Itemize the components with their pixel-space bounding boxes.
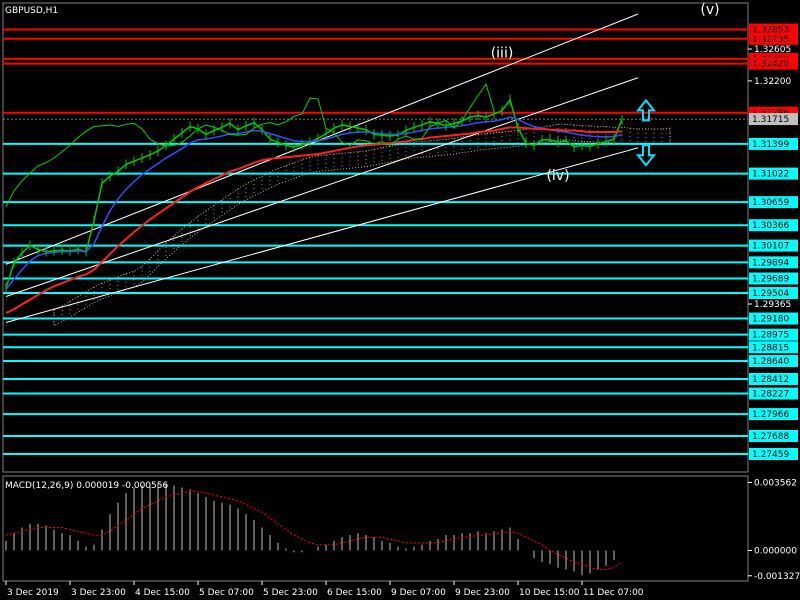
support-level-label: 1.28815 <box>752 343 789 353</box>
macd-signal-line <box>5 490 623 571</box>
current-price-label: 1.31715 <box>752 115 789 125</box>
macd-tick-label: 0.000000 <box>754 546 797 556</box>
support-level-tag <box>749 408 798 421</box>
wave-label: (v) <box>700 2 719 18</box>
channel-line <box>5 147 639 323</box>
support-level-tag <box>749 447 798 460</box>
wave-label: (iv) <box>546 168 569 184</box>
support-level-label: 1.29504 <box>752 289 789 299</box>
support-level-tag <box>749 355 798 368</box>
price-line <box>5 98 623 289</box>
support-level-label: 1.27688 <box>752 432 789 442</box>
support-level-tag <box>749 137 798 150</box>
macd-pane: 0.003562 0.000000 -0.001327 <box>2 475 800 582</box>
support-level-label: 1.29180 <box>752 315 789 325</box>
support-level-tag <box>749 287 798 300</box>
resistance-level-label: 1.32853 <box>752 26 789 36</box>
level-lines <box>3 28 748 455</box>
channel-line <box>5 13 639 265</box>
support-level-label: 1.28975 <box>752 331 789 341</box>
support-level-tag <box>749 372 798 385</box>
arrow-down-icon <box>635 144 657 167</box>
price-pane <box>2 2 749 473</box>
support-level-tag <box>749 167 798 180</box>
macd-tick-label: 0.003562 <box>754 478 797 488</box>
macd-tick-label: -0.001327 <box>754 572 800 582</box>
time-tick-label: 4 Dec 15:00 <box>135 588 190 598</box>
price-pane-border <box>2 2 749 473</box>
support-level-tag <box>749 239 798 252</box>
support-level-tag <box>749 387 798 400</box>
time-tick-label: 11 Dec 07:00 <box>583 588 644 598</box>
time-tick-label: 10 Dec 15:00 <box>519 588 580 598</box>
time-tick-label: 9 Dec 07:00 <box>391 588 446 598</box>
ma_fast-line <box>5 116 623 290</box>
time-tick-label: 5 Dec 07:00 <box>199 588 254 598</box>
support-level-tag <box>749 312 798 325</box>
support-level-tag <box>749 341 798 354</box>
support-level-tag <box>749 272 798 285</box>
support-level-tag <box>749 328 798 341</box>
support-level-tag <box>749 196 798 209</box>
support-level-label: 1.29689 <box>752 274 789 284</box>
price-tick-label: 1.32605 <box>754 45 791 55</box>
price-tick-label: 1.29365 <box>754 300 791 310</box>
time-tick-label: 3 Dec 2019 <box>7 588 59 598</box>
support-level-tag <box>749 429 798 442</box>
macd-title: MACD(12,26,9) 0.000019 -0.000556 <box>5 481 168 491</box>
channel-line <box>5 77 639 297</box>
support-level-label: 1.30366 <box>752 221 789 231</box>
current-price-tag <box>749 113 798 126</box>
support-level-label: 1.31022 <box>752 170 789 180</box>
support-level-label: 1.30107 <box>752 242 789 252</box>
resistance-level-label: 1.32735 <box>752 35 789 45</box>
support-level-label: 1.31399 <box>752 140 789 150</box>
price-tick-label: 1.32200 <box>754 77 791 87</box>
time-tick-label: 6 Dec 15:00 <box>327 588 382 598</box>
resistance-level-tag <box>749 23 798 36</box>
resistance-level-tag <box>749 32 798 45</box>
time-tick-label: 5 Dec 23:00 <box>263 588 318 598</box>
price-lines <box>5 13 639 323</box>
support-level-tag <box>749 256 798 269</box>
resistance-level-tag <box>749 57 798 70</box>
support-level-label: 1.27966 <box>752 410 789 420</box>
macd-pane-border <box>2 475 749 582</box>
ma_slow-line <box>5 126 623 314</box>
support-level-label: 1.30659 <box>752 198 789 208</box>
chikou-line <box>5 82 495 208</box>
wave-label: (iii) <box>491 45 514 61</box>
time-tick-label: 9 Dec 23:00 <box>455 588 510 598</box>
support-level-label: 1.27459 <box>752 450 789 460</box>
support-level-label: 1.28412 <box>752 375 789 385</box>
time-tick-label: 3 Dec 23:00 <box>71 588 126 598</box>
chart-title: GBPUSD,H1 <box>5 6 58 16</box>
support-level-label: 1.29894 <box>752 258 789 268</box>
support-level-label: 1.28640 <box>752 357 789 367</box>
support-level-label: 1.28227 <box>752 390 789 400</box>
annotations: (iii) (iv) (v) <box>491 2 720 184</box>
price-axis: 1.328531.327351.324801.324201.317961.313… <box>748 23 798 460</box>
time-axis: 3 Dec 2019 3 Dec 23:00 4 Dec 15:00 5 Dec 07… <box>5 581 644 598</box>
arrow-up-icon <box>635 98 657 122</box>
support-level-tag <box>749 219 798 232</box>
resistance-level-label: 1.32420 <box>752 60 789 70</box>
